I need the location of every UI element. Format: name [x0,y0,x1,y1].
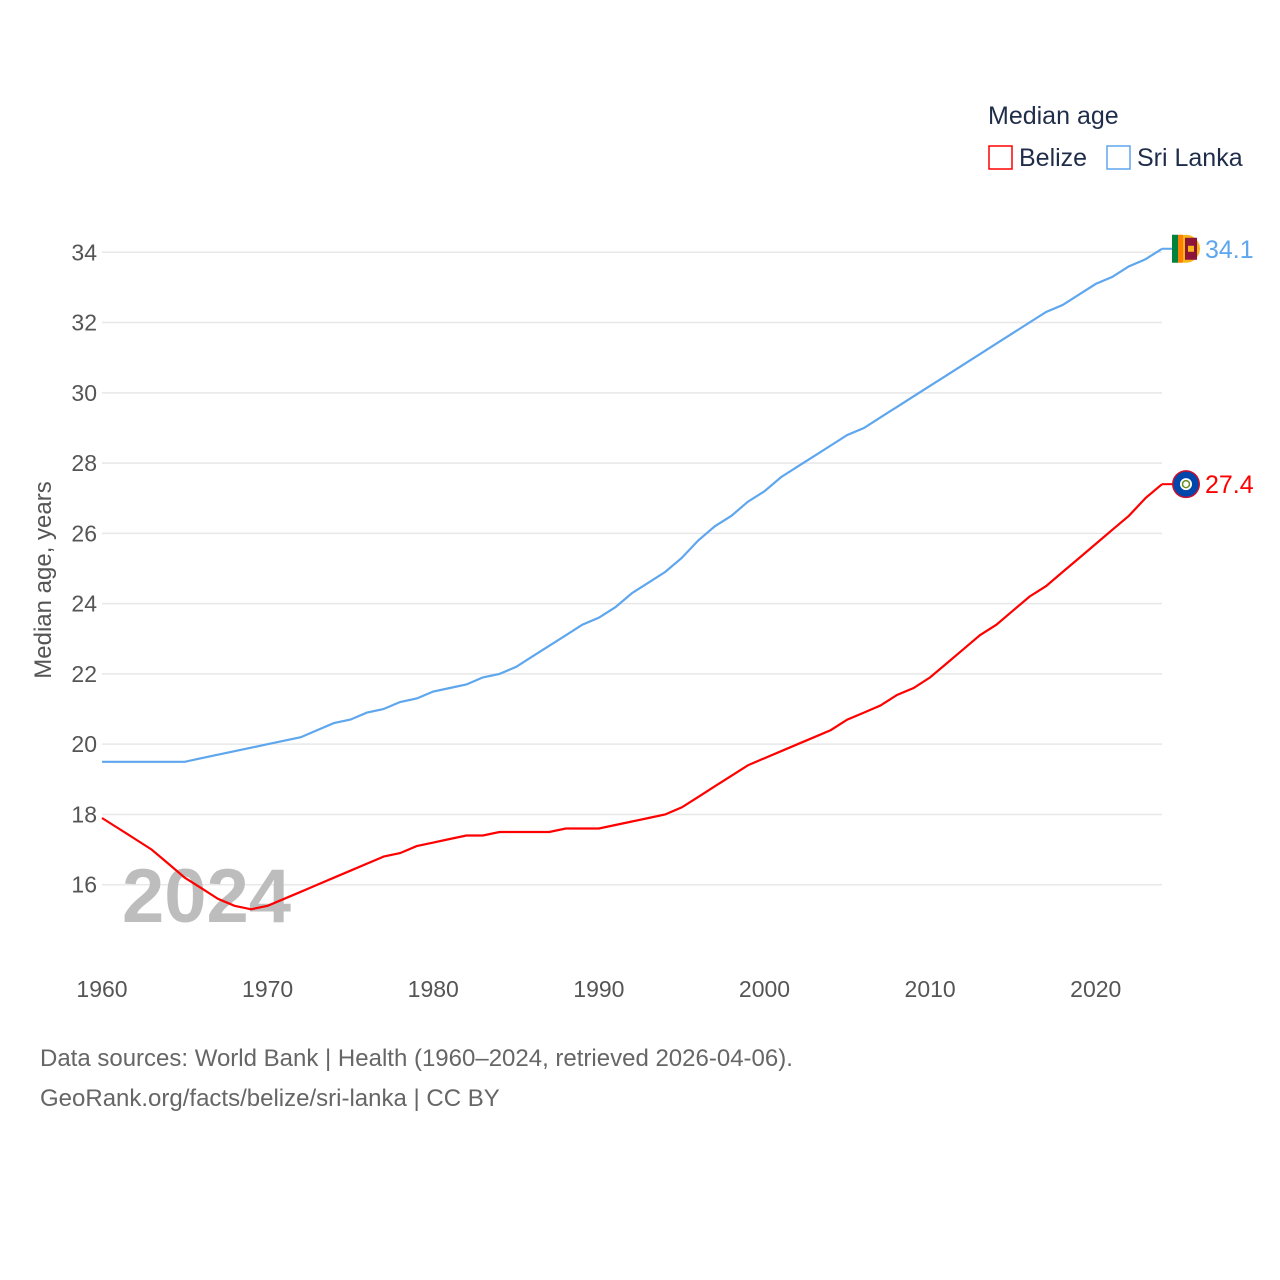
y-tick-label: 16 [71,872,97,898]
x-tick-label: 2010 [905,976,956,1002]
x-tick-label: 1990 [573,976,624,1002]
end-value-label: 34.1 [1205,236,1254,264]
legend-item-belize[interactable]: Belize [988,144,1087,172]
y-tick-label: 24 [71,591,97,617]
y-tick-label: 32 [71,310,97,336]
y-tick-label: 20 [71,731,97,757]
y-tick-label: 30 [71,380,97,406]
x-tick-label: 1970 [242,976,293,1002]
belize-flag-icon [1172,470,1200,499]
series-lines: 27.4 34.1 [101,234,1254,911]
y-axis-label: Median age, years [30,481,57,678]
footer-sources: Data sources: World Bank | Health (1960–… [40,1045,793,1072]
gridlines [102,251,1162,886]
x-tick-label: 2000 [739,976,790,1002]
sri-lanka-flag-icon [1172,234,1200,263]
series-line-sri-lanka [102,247,1163,763]
y-tick-label: 34 [71,239,97,265]
watermark-year: 2024 [122,854,291,939]
x-tick-label: 1960 [76,976,127,1002]
series-line-belize [101,483,1163,911]
legend-label: Sri Lanka [1137,144,1243,172]
y-tick-label: 22 [71,661,97,687]
x-tick-label: 1980 [408,976,459,1002]
footer-attribution: GeoRank.org/facts/belize/sri-lanka | CC … [40,1085,500,1112]
y-tick-label: 28 [71,450,97,476]
x-axis-ticks: 1960 1970 1980 1990 2000 2010 2020 [76,976,1121,1002]
x-tick-label: 2020 [1070,976,1121,1002]
legend-title: Median age [988,102,1119,130]
end-value-label: 27.4 [1205,471,1254,499]
y-tick-label: 18 [71,801,97,827]
y-tick-label: 26 [71,520,97,546]
legend-item-sri-lanka[interactable]: Sri Lanka [1106,144,1243,172]
legend-label: Belize [1019,144,1087,172]
y-axis-ticks: 16 18 20 22 24 26 28 30 32 34 [71,239,97,897]
